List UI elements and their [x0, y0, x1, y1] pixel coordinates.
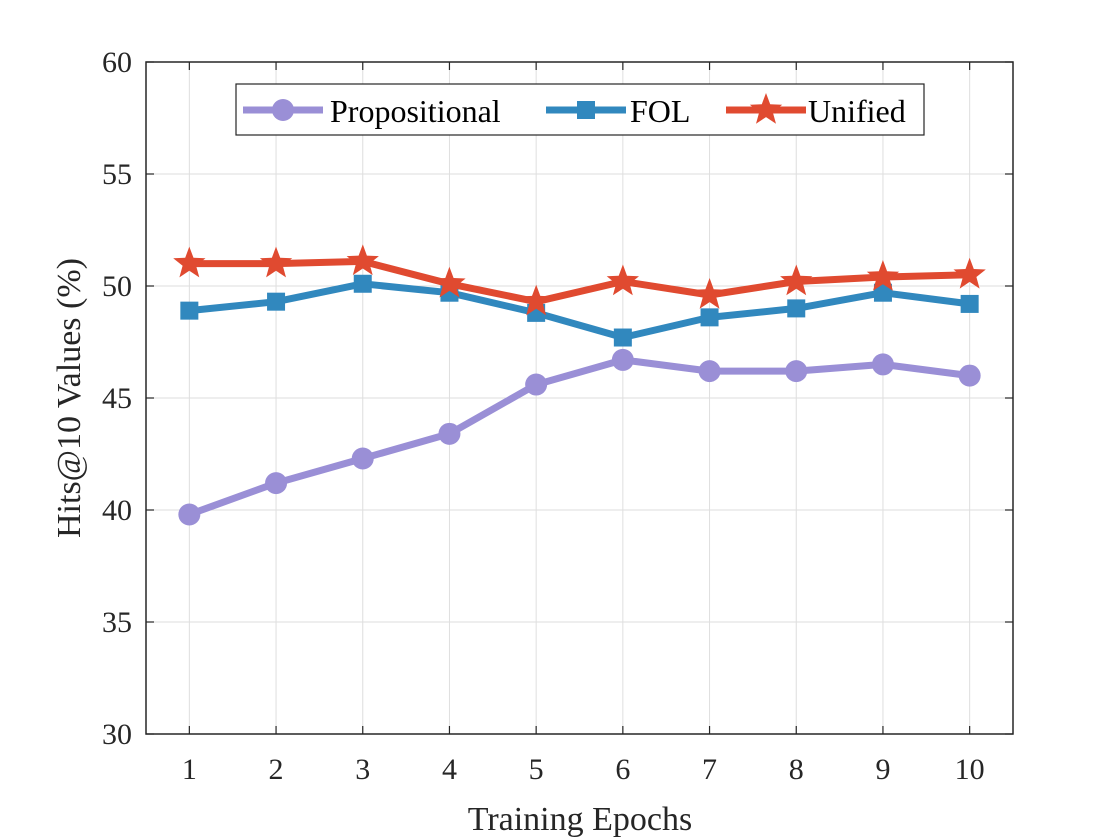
x-tick-label: 6 [615, 753, 630, 786]
data-point-unified [693, 278, 726, 309]
series-unified [173, 244, 986, 316]
data-point-unified [780, 264, 813, 296]
data-point-propositional [611, 348, 634, 371]
series-line-propositional [188, 356, 971, 518]
legend-marker-fol [577, 101, 595, 119]
legend-label-unified: Unified [808, 93, 906, 129]
series-group [173, 244, 986, 526]
data-point-fol [267, 292, 286, 311]
data-point-unified [606, 264, 639, 296]
y-tick-label: 45 [102, 382, 132, 415]
x-axis-label: Training Epochs [468, 801, 692, 838]
legend-marker-unified [749, 93, 783, 124]
data-point-fol [873, 283, 892, 302]
data-point-fol [613, 328, 632, 347]
data-point-fol [353, 274, 372, 293]
data-point-unified [953, 257, 986, 289]
data-point-propositional [785, 360, 808, 383]
data-point-unified [866, 260, 900, 291]
y-tick-label: 50 [102, 270, 132, 303]
legend: Propositional FOL Unified [235, 83, 925, 136]
x-tick-label: 9 [875, 753, 890, 786]
x-tick-label: 1 [182, 753, 197, 786]
series-line-fol [188, 280, 971, 341]
x-tick-label: 8 [789, 753, 804, 786]
x-tick-label: 3 [355, 753, 370, 786]
series-line-unified [189, 257, 970, 306]
y-tick-label: 35 [102, 606, 132, 639]
data-point-propositional [178, 503, 201, 526]
x-tick-label: 5 [529, 753, 544, 786]
data-point-propositional [871, 353, 894, 376]
data-point-unified [259, 246, 293, 278]
data-point-fol [180, 301, 199, 320]
x-tick-label: 2 [269, 753, 284, 786]
data-point-fol [700, 308, 719, 327]
data-point-unified [433, 266, 466, 298]
legend-label-fol: FOL [630, 93, 690, 129]
data-point-unified [173, 246, 206, 278]
data-point-propositional [525, 373, 548, 396]
grid [146, 61, 1013, 735]
legend-label-propositional: Propositional [330, 93, 501, 129]
data-point-propositional [438, 422, 461, 445]
y-tick-label: 30 [102, 718, 132, 751]
x-tick-label: 4 [442, 753, 457, 786]
data-point-unified [520, 284, 553, 316]
data-point-fol [787, 299, 806, 318]
legend-marker-propositional [272, 99, 294, 121]
y-tick-label: 60 [102, 46, 132, 79]
series-propositional [178, 348, 981, 526]
data-point-propositional [958, 364, 981, 387]
x-tick-label: 10 [955, 753, 985, 786]
y-tick-label: 55 [102, 158, 132, 191]
data-point-propositional [265, 472, 288, 495]
y-axis-label: Hits@10 Values (%) [51, 258, 88, 538]
data-point-propositional [351, 447, 374, 470]
data-point-unified [346, 244, 379, 276]
x-tick-label: 7 [702, 753, 717, 786]
y-tick-label: 40 [102, 494, 132, 527]
data-point-propositional [698, 360, 721, 383]
data-point-fol [960, 294, 979, 313]
series-fol [180, 274, 979, 347]
